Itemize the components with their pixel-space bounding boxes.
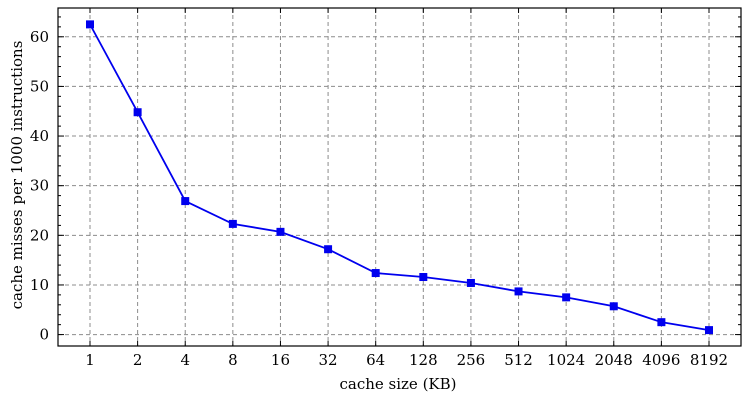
axes: 1 2 4 8 16 32 64 128 256 512 1024 2048 4096 8192 0 10 20… [30, 8, 741, 369]
y-tick-label: 60 [30, 28, 49, 46]
data-point-marker [609, 302, 618, 311]
y-axis-label: cache misses per 1000 instructions [8, 41, 26, 310]
x-tick-label: 16 [271, 351, 290, 369]
data-point-marker [466, 278, 475, 287]
x-tick-label: 64 [366, 351, 385, 369]
x-tick-label: 8 [228, 351, 238, 369]
data-point-marker [228, 219, 237, 228]
data-point-marker [324, 245, 333, 254]
x-tick-label: 32 [319, 351, 338, 369]
y-tick-label: 50 [30, 77, 49, 95]
x-tick-label: 1024 [547, 351, 585, 369]
data-point-marker [514, 287, 523, 296]
data-series [86, 20, 713, 335]
y-tick-label: 40 [30, 127, 49, 145]
data-point-marker [371, 269, 380, 278]
data-point-marker [133, 108, 142, 117]
x-tick-label: 4 [180, 351, 190, 369]
data-point-marker [562, 293, 571, 302]
x-tick-label: 512 [504, 351, 533, 369]
y-tick-label: 20 [30, 226, 49, 244]
data-point-marker [419, 273, 428, 282]
grid-lines [58, 8, 741, 346]
x-tick-label: 2048 [595, 351, 633, 369]
x-tick-label: 256 [457, 351, 486, 369]
series-line [89, 23, 710, 332]
x-tick-label: 128 [409, 351, 438, 369]
y-tick-label: 30 [30, 177, 49, 195]
data-point-marker [705, 326, 713, 335]
data-point-marker [181, 197, 190, 206]
x-tick-label: 1 [85, 351, 95, 369]
data-point-marker [86, 20, 94, 29]
data-point-marker [276, 227, 285, 236]
x-tick-label: 4096 [642, 351, 680, 369]
y-tick-label: 10 [30, 276, 49, 294]
data-point-marker [657, 318, 666, 327]
plot-frame [57, 7, 742, 347]
x-tick-label: 2 [133, 351, 143, 369]
x-tick-label: 8192 [690, 351, 728, 369]
y-tick-label: 0 [39, 326, 49, 344]
x-axis-label: cache size (KB) [339, 375, 456, 393]
